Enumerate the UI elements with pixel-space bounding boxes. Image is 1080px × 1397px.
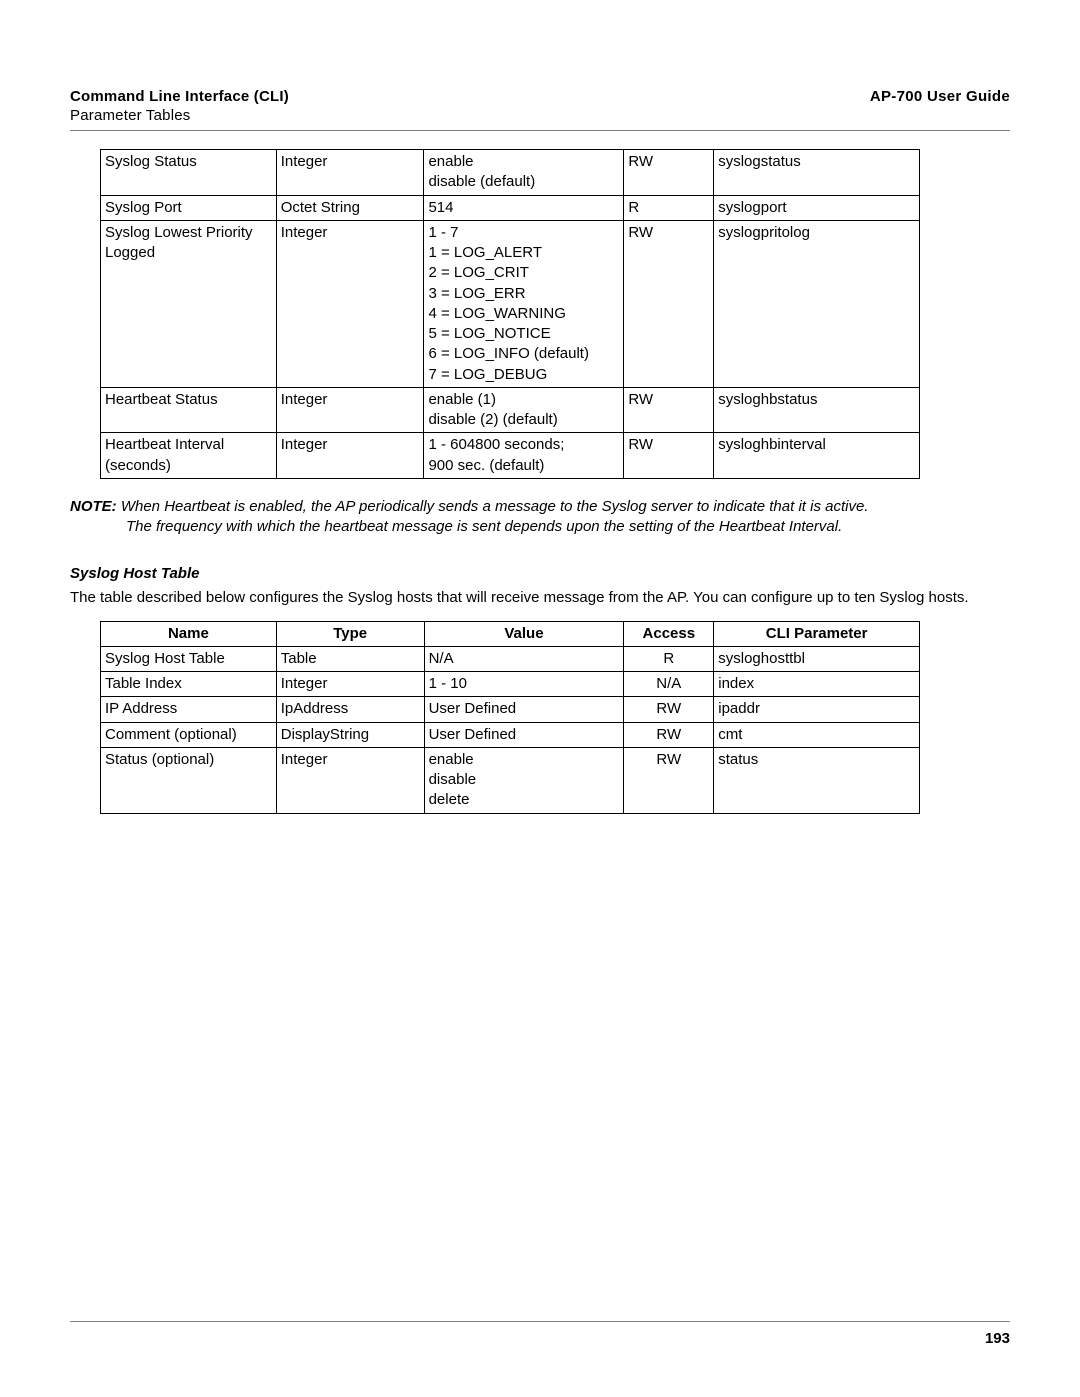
cell-cli-parameter: syslogstatus (714, 150, 920, 196)
note-line2: The frequency with which the heartbeat m… (126, 517, 1010, 537)
footer-divider (70, 1321, 1010, 1322)
header-right: AP-700 User Guide (870, 88, 1010, 105)
cell-access: R (624, 195, 714, 220)
cell-value: User Defined (424, 697, 624, 722)
cell-cli-parameter: sysloghosttbl (714, 646, 920, 671)
note-block: NOTE: When Heartbeat is enabled, the AP … (70, 497, 1010, 538)
cell-name: Status (optional) (101, 747, 277, 813)
cell-cli-parameter: syslogport (714, 195, 920, 220)
cell-type: IpAddress (276, 697, 424, 722)
cell-name: Syslog Host Table (101, 646, 277, 671)
cell-value: enabledisable (default) (424, 150, 624, 196)
cell-type: Integer (276, 747, 424, 813)
column-header: Access (624, 621, 714, 646)
cell-cli-parameter: syslogpritolog (714, 220, 920, 387)
table-row: Syslog PortOctet String514Rsyslogport (101, 195, 920, 220)
cell-value: N/A (424, 646, 624, 671)
cell-type: Integer (276, 150, 424, 196)
cell-cli-parameter: status (714, 747, 920, 813)
column-header: CLI Parameter (714, 621, 920, 646)
cell-value: 1 - 10 (424, 672, 624, 697)
note-line1: When Heartbeat is enabled, the AP period… (121, 498, 869, 515)
syslog-host-table-heading: Syslog Host Table (70, 565, 1010, 582)
table-row: Table IndexInteger1 - 10N/Aindex (101, 672, 920, 697)
cell-cli-parameter: sysloghbstatus (714, 387, 920, 433)
cell-access: RW (624, 220, 714, 387)
table-row: Syslog Lowest Priority LoggedInteger1 - … (101, 220, 920, 387)
syslog-parameter-table: Syslog StatusIntegerenabledisable (defau… (100, 149, 920, 479)
header-divider (70, 130, 1010, 131)
cell-name: IP Address (101, 697, 277, 722)
cell-access: R (624, 646, 714, 671)
cell-value: 514 (424, 195, 624, 220)
page-number: 193 (70, 1330, 1010, 1347)
cell-name: Table Index (101, 672, 277, 697)
cell-type: DisplayString (276, 722, 424, 747)
syslog-host-table: NameTypeValueAccessCLI Parameter Syslog … (100, 621, 920, 814)
cell-access: RW (624, 747, 714, 813)
cell-type: Integer (276, 220, 424, 387)
cell-name: Heartbeat Interval (seconds) (101, 433, 277, 479)
cell-name: Comment (optional) (101, 722, 277, 747)
cell-access: RW (624, 722, 714, 747)
cell-value: 1 - 71 = LOG_ALERT2 = LOG_CRIT3 = LOG_ER… (424, 220, 624, 387)
cell-access: N/A (624, 672, 714, 697)
cell-type: Integer (276, 433, 424, 479)
cell-type: Integer (276, 672, 424, 697)
table-row: Syslog StatusIntegerenabledisable (defau… (101, 150, 920, 196)
cell-value: 1 - 604800 seconds;900 sec. (default) (424, 433, 624, 479)
cell-name: Heartbeat Status (101, 387, 277, 433)
column-header: Name (101, 621, 277, 646)
header-subtitle: Parameter Tables (70, 107, 1010, 124)
table-row: Heartbeat Interval (seconds)Integer1 - 6… (101, 433, 920, 479)
cell-value: enable (1)disable (2) (default) (424, 387, 624, 433)
header-left-title: Command Line Interface (CLI) (70, 88, 289, 105)
cell-access: RW (624, 697, 714, 722)
table-row: Comment (optional)DisplayStringUser Defi… (101, 722, 920, 747)
syslog-host-table-paragraph: The table described below configures the… (70, 588, 1010, 608)
cell-type: Octet String (276, 195, 424, 220)
note-label: NOTE: (70, 498, 117, 515)
cell-access: RW (624, 150, 714, 196)
column-header: Value (424, 621, 624, 646)
table-row: Status (optional)Integerenabledisabledel… (101, 747, 920, 813)
cell-cli-parameter: cmt (714, 722, 920, 747)
table-row: Heartbeat StatusIntegerenable (1)disable… (101, 387, 920, 433)
cell-name: Syslog Lowest Priority Logged (101, 220, 277, 387)
cell-cli-parameter: index (714, 672, 920, 697)
cell-cli-parameter: sysloghbinterval (714, 433, 920, 479)
column-header: Type (276, 621, 424, 646)
cell-type: Integer (276, 387, 424, 433)
table-row: Syslog Host TableTableN/ARsysloghosttbl (101, 646, 920, 671)
cell-value: enabledisabledelete (424, 747, 624, 813)
cell-access: RW (624, 433, 714, 479)
cell-access: RW (624, 387, 714, 433)
cell-cli-parameter: ipaddr (714, 697, 920, 722)
table-row: IP AddressIpAddressUser DefinedRWipaddr (101, 697, 920, 722)
cell-name: Syslog Port (101, 195, 277, 220)
cell-type: Table (276, 646, 424, 671)
cell-value: User Defined (424, 722, 624, 747)
cell-name: Syslog Status (101, 150, 277, 196)
